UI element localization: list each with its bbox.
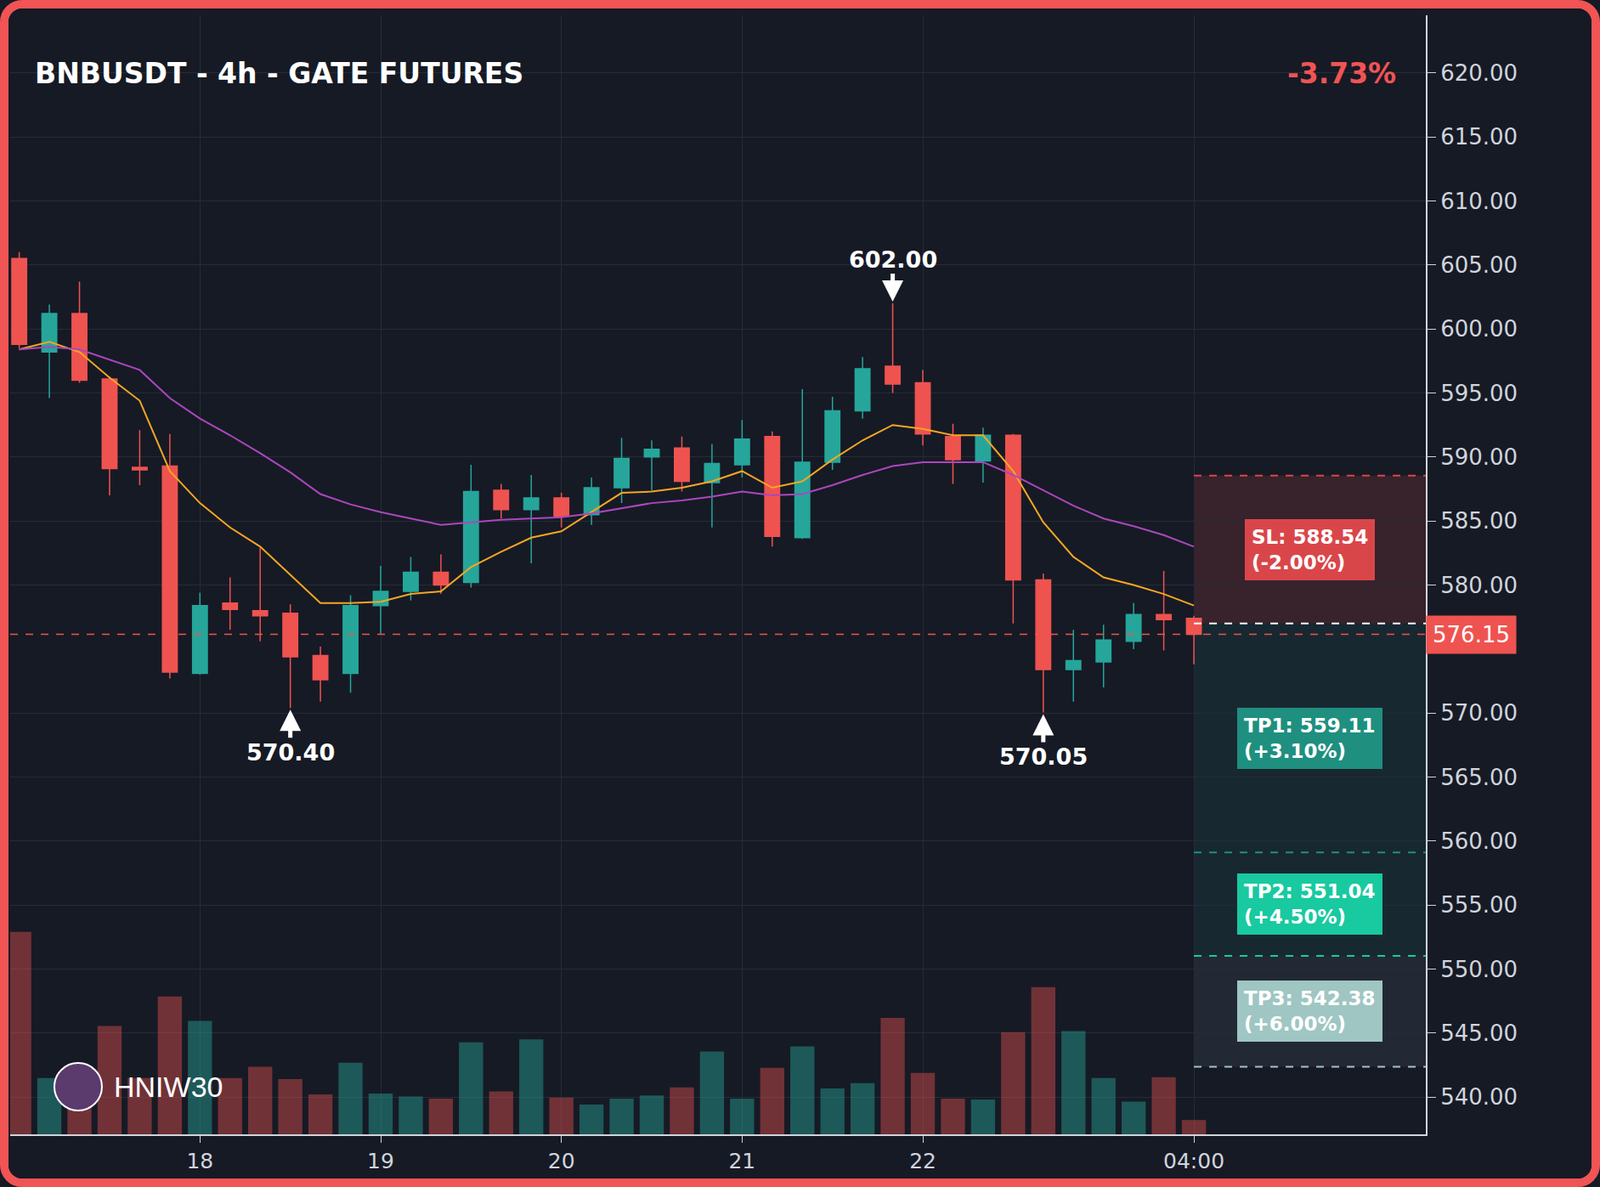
svg-text:19: 19 xyxy=(367,1148,395,1174)
svg-text:-3.73%: -3.73% xyxy=(1287,56,1397,91)
svg-text:605.00: 605.00 xyxy=(1440,252,1518,278)
svg-text:TP2: 551.04(+4.50%): TP2: 551.04(+4.50%) xyxy=(1243,880,1376,928)
svg-text:565.00: 565.00 xyxy=(1440,764,1518,791)
svg-text:570.00: 570.00 xyxy=(1440,700,1518,726)
svg-text:SL: 588.54(-2.00%): SL: 588.54(-2.00%) xyxy=(1251,525,1369,574)
svg-text:585.00: 585.00 xyxy=(1440,508,1518,534)
svg-text:560.00: 560.00 xyxy=(1440,828,1518,854)
svg-text:550.00: 550.00 xyxy=(1440,956,1518,983)
svg-text:580.00: 580.00 xyxy=(1440,572,1518,599)
svg-text:BNBUSDT - 4h - GATE FUTURES: BNBUSDT - 4h - GATE FUTURES xyxy=(34,56,524,91)
svg-text:545.00: 545.00 xyxy=(1440,1020,1518,1046)
svg-text:620.00: 620.00 xyxy=(1440,60,1518,86)
svg-text:22: 22 xyxy=(909,1148,937,1174)
svg-text:18: 18 xyxy=(186,1148,214,1174)
svg-text:HNIW30: HNIW30 xyxy=(113,1070,223,1103)
svg-text:602.00: 602.00 xyxy=(848,246,938,273)
svg-text:570.40: 570.40 xyxy=(246,739,335,766)
svg-text:TP1: 559.11(+3.10%): TP1: 559.11(+3.10%) xyxy=(1243,714,1376,763)
svg-text:600.00: 600.00 xyxy=(1440,316,1518,342)
svg-text:610.00: 610.00 xyxy=(1440,188,1518,215)
svg-text:540.00: 540.00 xyxy=(1440,1084,1518,1110)
svg-text:615.00: 615.00 xyxy=(1440,124,1518,150)
svg-text:576.15: 576.15 xyxy=(1432,621,1510,648)
svg-text:21: 21 xyxy=(728,1148,756,1174)
svg-text:570.05: 570.05 xyxy=(999,743,1088,770)
svg-text:TP3: 542.38(+6.00%): TP3: 542.38(+6.00%) xyxy=(1243,987,1376,1035)
svg-text:555.00: 555.00 xyxy=(1440,892,1518,918)
svg-text:04:00: 04:00 xyxy=(1163,1148,1225,1174)
svg-text:595.00: 595.00 xyxy=(1440,380,1518,407)
svg-text:20: 20 xyxy=(548,1148,576,1174)
svg-text:590.00: 590.00 xyxy=(1440,444,1518,470)
